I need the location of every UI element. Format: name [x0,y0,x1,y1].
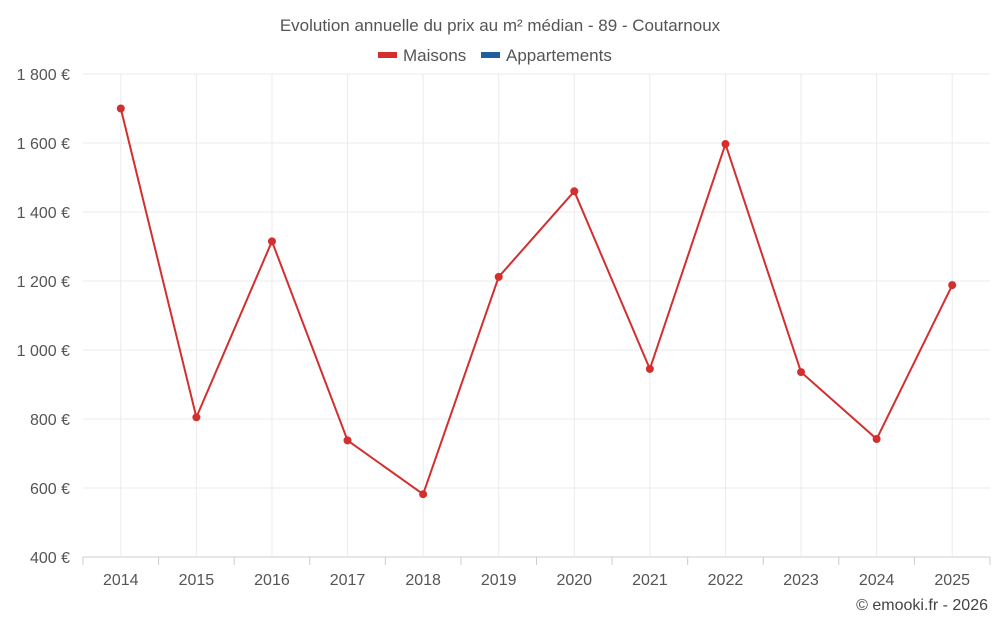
y-axis-ticks: 400 € 600 € 800 € 1 000 € 1 200 € 1 400 € 1 60… [17,67,70,567]
data-point-2017[interactable] [343,436,352,445]
data-point-2019[interactable] [494,272,503,281]
y-tick-label: 400 € [30,550,70,567]
y-tick-label: 600 € [30,481,70,498]
x-tick-label: 2021 [632,572,668,589]
x-tick-label: 2019 [481,572,517,589]
x-tick-label: 2025 [934,572,970,589]
grid [82,73,991,565]
x-tick-label: 2018 [405,572,441,589]
y-tick-label: 1 400 € [17,205,70,222]
x-tick-label: 2015 [179,572,215,589]
legend: Maisons Appartements [378,46,612,65]
x-tick-label: 2016 [254,572,290,589]
y-tick-label: 1 000 € [17,343,70,360]
x-tick-label: 2023 [783,572,819,589]
x-tick-label: 2020 [556,572,592,589]
y-tick-label: 1 800 € [17,67,70,84]
legend-item-maisons[interactable]: Maisons [378,46,466,65]
y-tick-label: 1 600 € [17,136,70,153]
data-point-2020[interactable] [570,187,579,196]
data-point-2024[interactable] [872,435,881,444]
data-point-2015[interactable] [192,413,201,422]
y-tick-label: 800 € [30,412,70,429]
data-point-2016[interactable] [267,237,276,246]
credit-text: © emooki.fr - 2026 [856,597,988,614]
x-tick-label: 2022 [708,572,744,589]
series-line-maisons [119,108,954,496]
legend-item-appartements[interactable]: Appartements [481,46,612,65]
chart-title: Evolution annuelle du prix au m² médian … [280,16,721,35]
legend-label-maisons: Maisons [403,46,466,65]
legend-swatch-appartements [481,52,500,58]
data-point-2023[interactable] [797,368,806,377]
series [116,104,957,499]
x-axis-ticks: 2014 2015 2016 2017 2018 2019 2020 2021 2022 2023… [103,572,970,589]
data-point-2014[interactable] [116,104,125,113]
data-point-2022[interactable] [721,140,730,149]
data-point-2018[interactable] [419,490,428,499]
x-tick-label: 2017 [330,572,366,589]
data-point-2021[interactable] [645,364,654,373]
data-point-2025[interactable] [948,281,957,290]
x-tick-label: 2024 [859,572,895,589]
legend-label-appartements: Appartements [506,46,612,65]
y-tick-label: 1 200 € [17,274,70,291]
legend-swatch-maisons [378,52,397,58]
x-tick-label: 2014 [103,572,139,589]
